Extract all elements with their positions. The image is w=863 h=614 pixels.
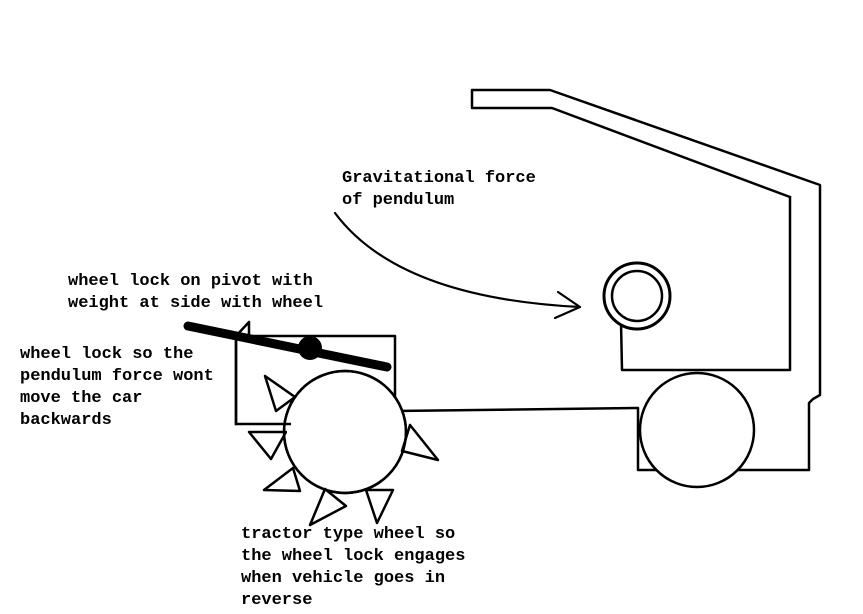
force-arrow [335, 213, 580, 318]
label-pivot: wheel lock on pivot with weight at side … [68, 271, 323, 315]
rear-wheel [640, 373, 754, 487]
tooth [249, 432, 286, 459]
label-lock: wheel lock so the pendulum force wont mo… [20, 344, 214, 432]
lever-arm [188, 326, 387, 367]
pivot-lever [188, 326, 387, 367]
tooth [310, 489, 346, 525]
lever-weight [298, 336, 322, 360]
tooth [366, 490, 393, 523]
tooth [264, 468, 300, 491]
label-tractor: tractor type wheel so the wheel lock eng… [241, 524, 465, 612]
arrow-curve [335, 213, 580, 307]
label-gravitational: Gravitational force of pendulum [342, 168, 536, 212]
tooth [402, 425, 438, 460]
front-wheel-face-fill [287, 374, 403, 490]
pendulum-hub [604, 263, 670, 329]
hub-inner [612, 271, 662, 321]
front-wheel-group [249, 371, 438, 525]
